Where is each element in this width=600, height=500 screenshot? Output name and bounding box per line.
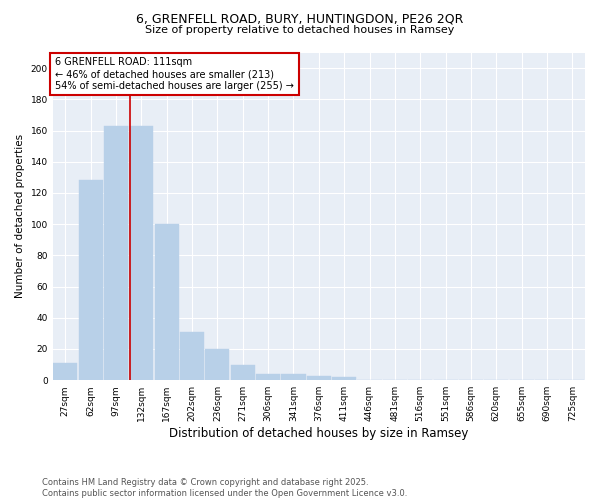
Bar <box>130 126 154 380</box>
Bar <box>79 180 103 380</box>
Text: Contains HM Land Registry data © Crown copyright and database right 2025.
Contai: Contains HM Land Registry data © Crown c… <box>42 478 407 498</box>
Bar <box>281 374 305 380</box>
Text: 6 GRENFELL ROAD: 111sqm
← 46% of detached houses are smaller (213)
54% of semi-d: 6 GRENFELL ROAD: 111sqm ← 46% of detache… <box>55 58 294 90</box>
Bar <box>256 374 280 380</box>
Bar <box>231 364 255 380</box>
Bar <box>104 126 128 380</box>
Bar <box>205 349 229 380</box>
Bar <box>53 363 77 380</box>
Text: 6, GRENFELL ROAD, BURY, HUNTINGDON, PE26 2QR: 6, GRENFELL ROAD, BURY, HUNTINGDON, PE26… <box>136 12 464 26</box>
Bar <box>180 332 204 380</box>
Text: Size of property relative to detached houses in Ramsey: Size of property relative to detached ho… <box>145 25 455 35</box>
Bar <box>155 224 179 380</box>
Y-axis label: Number of detached properties: Number of detached properties <box>15 134 25 298</box>
Bar <box>307 376 331 380</box>
X-axis label: Distribution of detached houses by size in Ramsey: Distribution of detached houses by size … <box>169 427 469 440</box>
Bar <box>332 377 356 380</box>
